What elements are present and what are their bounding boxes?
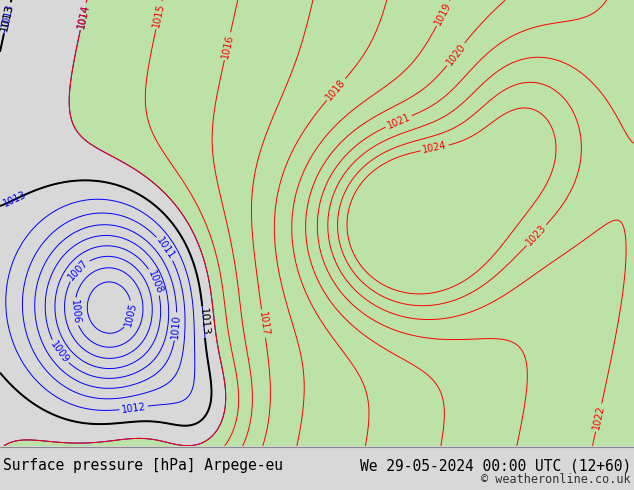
Text: 1015: 1015	[152, 2, 167, 28]
Text: 1013: 1013	[0, 3, 15, 33]
Text: 1010: 1010	[171, 314, 182, 339]
Text: We 29-05-2024 00:00 UTC (12+60): We 29-05-2024 00:00 UTC (12+60)	[359, 458, 631, 473]
Text: 1024: 1024	[422, 141, 448, 155]
Text: 1007: 1007	[67, 258, 91, 282]
Text: 1014: 1014	[75, 3, 91, 29]
Text: 1006: 1006	[69, 299, 81, 324]
Text: 1013: 1013	[1, 2, 16, 28]
Text: 1020: 1020	[444, 42, 467, 67]
Text: 1023: 1023	[524, 223, 548, 247]
Text: 1016: 1016	[220, 33, 235, 59]
Text: 1012: 1012	[120, 401, 146, 415]
Text: 1018: 1018	[324, 77, 348, 102]
Text: © weatheronline.co.uk: © weatheronline.co.uk	[481, 473, 631, 487]
Text: 1017: 1017	[257, 311, 270, 337]
Text: 1022: 1022	[591, 404, 606, 431]
Text: 1013: 1013	[2, 190, 28, 209]
Text: 1013: 1013	[197, 308, 210, 337]
Text: 1011: 1011	[154, 236, 176, 261]
Text: Surface pressure [hPa] Arpege-eu: Surface pressure [hPa] Arpege-eu	[3, 458, 283, 473]
Text: 1019: 1019	[433, 0, 453, 26]
Text: 1009: 1009	[48, 339, 70, 365]
Text: 1021: 1021	[385, 112, 412, 131]
Text: 1005: 1005	[123, 301, 138, 328]
Text: 1014: 1014	[75, 3, 91, 29]
Text: 1008: 1008	[146, 269, 164, 295]
